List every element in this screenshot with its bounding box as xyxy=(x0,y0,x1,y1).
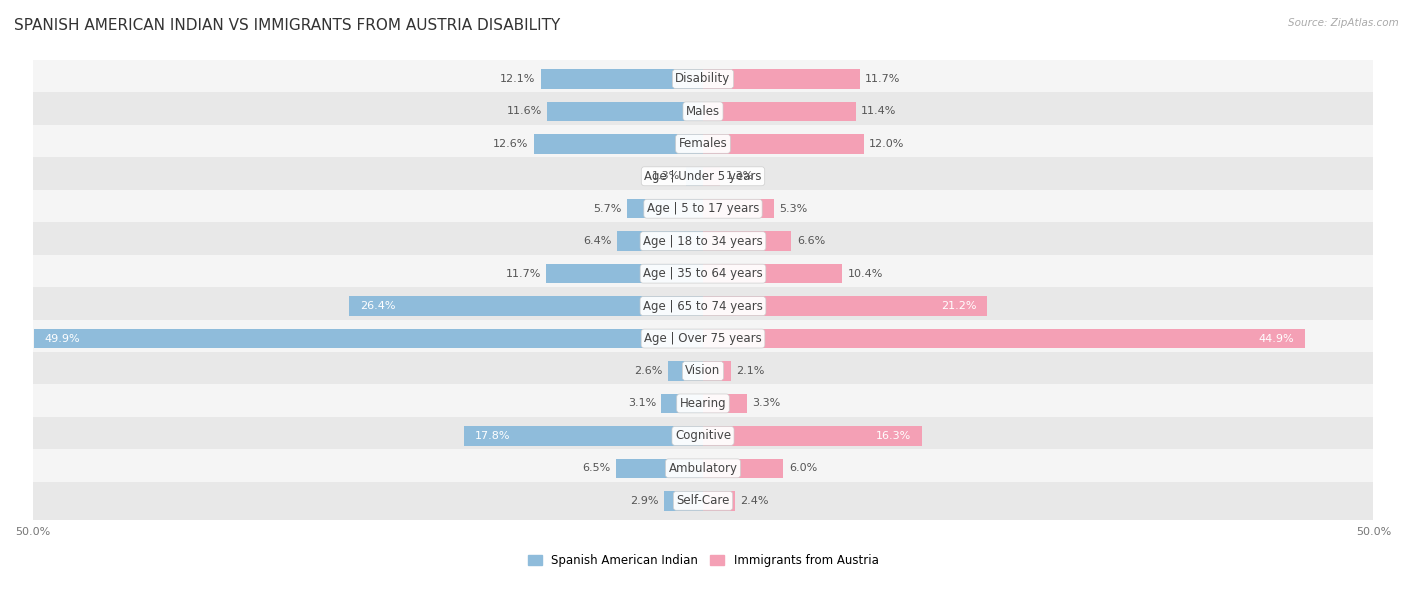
Bar xyxy=(703,426,921,446)
Text: 1.3%: 1.3% xyxy=(725,171,754,181)
Bar xyxy=(703,361,731,381)
Text: 17.8%: 17.8% xyxy=(475,431,510,441)
Legend: Spanish American Indian, Immigrants from Austria: Spanish American Indian, Immigrants from… xyxy=(523,549,883,572)
Bar xyxy=(349,296,703,316)
Text: 2.4%: 2.4% xyxy=(741,496,769,506)
Bar xyxy=(546,264,703,283)
Bar xyxy=(661,394,703,413)
Bar xyxy=(703,166,720,186)
Bar xyxy=(32,352,1374,390)
Bar xyxy=(703,69,860,89)
Text: 2.6%: 2.6% xyxy=(634,366,662,376)
Text: 5.7%: 5.7% xyxy=(593,204,621,214)
Text: 11.7%: 11.7% xyxy=(505,269,541,278)
Text: Age | 18 to 34 years: Age | 18 to 34 years xyxy=(643,234,763,248)
Bar xyxy=(541,69,703,89)
Text: Age | 65 to 74 years: Age | 65 to 74 years xyxy=(643,300,763,313)
Bar xyxy=(32,287,1374,325)
Text: 21.2%: 21.2% xyxy=(941,301,977,311)
Text: 6.6%: 6.6% xyxy=(797,236,825,246)
Bar xyxy=(664,491,703,510)
Bar xyxy=(32,384,1374,422)
Bar xyxy=(703,199,775,218)
Text: 3.3%: 3.3% xyxy=(752,398,780,408)
Bar xyxy=(703,458,783,478)
Bar xyxy=(703,491,735,510)
Text: 6.4%: 6.4% xyxy=(583,236,612,246)
Bar xyxy=(703,102,856,121)
Text: 12.0%: 12.0% xyxy=(869,139,904,149)
Text: 26.4%: 26.4% xyxy=(360,301,395,311)
Text: Age | 5 to 17 years: Age | 5 to 17 years xyxy=(647,202,759,215)
Text: 2.1%: 2.1% xyxy=(737,366,765,376)
Bar xyxy=(32,255,1374,293)
Bar xyxy=(32,92,1374,130)
Bar xyxy=(686,166,703,186)
Bar xyxy=(32,157,1374,195)
Text: Males: Males xyxy=(686,105,720,118)
Bar xyxy=(32,125,1374,163)
Bar xyxy=(32,417,1374,455)
Text: 5.3%: 5.3% xyxy=(779,204,807,214)
Bar xyxy=(32,449,1374,487)
Text: Vision: Vision xyxy=(685,365,721,378)
Text: 49.9%: 49.9% xyxy=(45,334,80,343)
Text: Self-Care: Self-Care xyxy=(676,494,730,507)
Bar xyxy=(32,190,1374,228)
Bar xyxy=(32,319,1374,357)
Text: Hearing: Hearing xyxy=(679,397,727,410)
Text: Age | Under 5 years: Age | Under 5 years xyxy=(644,170,762,183)
Bar xyxy=(703,231,792,251)
Text: SPANISH AMERICAN INDIAN VS IMMIGRANTS FROM AUSTRIA DISABILITY: SPANISH AMERICAN INDIAN VS IMMIGRANTS FR… xyxy=(14,18,561,34)
Bar xyxy=(32,60,1374,98)
Text: 12.6%: 12.6% xyxy=(494,139,529,149)
Text: Disability: Disability xyxy=(675,72,731,86)
Bar xyxy=(616,458,703,478)
Text: 44.9%: 44.9% xyxy=(1258,334,1295,343)
Text: 1.3%: 1.3% xyxy=(652,171,681,181)
Text: 11.6%: 11.6% xyxy=(506,106,543,116)
Bar xyxy=(32,482,1374,520)
Text: Source: ZipAtlas.com: Source: ZipAtlas.com xyxy=(1288,18,1399,28)
Text: Age | Over 75 years: Age | Over 75 years xyxy=(644,332,762,345)
Text: Cognitive: Cognitive xyxy=(675,430,731,442)
Text: 12.1%: 12.1% xyxy=(501,74,536,84)
Bar xyxy=(32,222,1374,260)
Bar xyxy=(34,329,703,348)
Bar xyxy=(703,134,863,154)
Text: 6.0%: 6.0% xyxy=(789,463,817,473)
Text: 16.3%: 16.3% xyxy=(876,431,911,441)
Text: 3.1%: 3.1% xyxy=(628,398,657,408)
Text: Females: Females xyxy=(679,137,727,151)
Text: Age | 35 to 64 years: Age | 35 to 64 years xyxy=(643,267,763,280)
Bar xyxy=(703,264,842,283)
Text: Ambulatory: Ambulatory xyxy=(668,462,738,475)
Text: 10.4%: 10.4% xyxy=(848,269,883,278)
Bar xyxy=(703,296,987,316)
Bar xyxy=(627,199,703,218)
Text: 11.4%: 11.4% xyxy=(862,106,897,116)
Bar xyxy=(668,361,703,381)
Bar xyxy=(703,329,1305,348)
Bar xyxy=(703,394,747,413)
Bar xyxy=(617,231,703,251)
Text: 2.9%: 2.9% xyxy=(630,496,659,506)
Text: 11.7%: 11.7% xyxy=(865,74,901,84)
Bar xyxy=(547,102,703,121)
Bar xyxy=(464,426,703,446)
Text: 6.5%: 6.5% xyxy=(582,463,610,473)
Bar xyxy=(534,134,703,154)
